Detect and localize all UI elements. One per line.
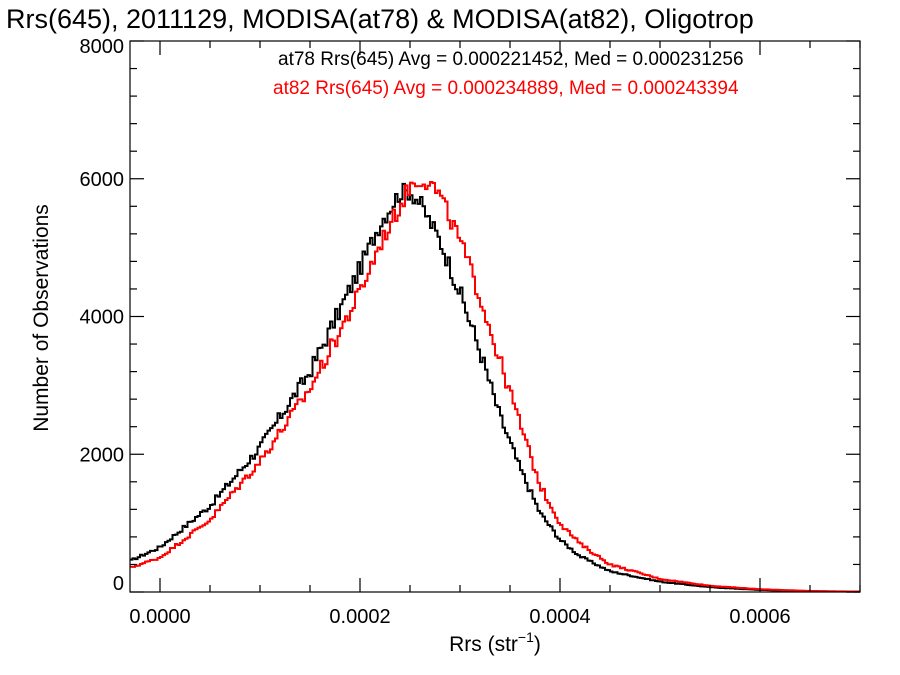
y-tick-label: 0 [113, 573, 124, 595]
x-tick-label: 0.0002 [329, 606, 390, 628]
x-axis-title-superscript: −1 [518, 629, 534, 645]
chart-title: Rrs(645), 2011129, MODISA(at78) & MODISA… [6, 4, 754, 34]
y-tick-label: 2000 [80, 444, 125, 466]
x-axis-title: Rrs (str−1) [449, 629, 541, 656]
y-axis-title: Number of Observations [30, 204, 53, 432]
legend-entry-at82: at82 Rrs(645) Avg = 0.000234889, Med = 0… [273, 78, 739, 99]
x-tick-label: 0.0004 [529, 606, 590, 628]
y-tick-label: 8000 [80, 36, 125, 58]
y-tick-label: 4000 [80, 307, 125, 329]
series-line-at82 [130, 181, 860, 593]
ticks-layer: 0 2000 4000 6000 8000 0.0000 0.0002 0.0004 0.000… [80, 36, 861, 628]
plot-area: 0 2000 4000 6000 8000 0.0000 0.0002 0.0004 0.000… [80, 36, 861, 628]
series-line-at78 [130, 182, 860, 593]
y-tick-label: 6000 [80, 169, 125, 191]
x-axis-title-main: Rrs (str [449, 633, 518, 656]
series-layer [130, 181, 860, 593]
legend: at78 Rrs(645) Avg = 0.000221452, Med = 0… [273, 49, 744, 99]
legend-entry-at78: at78 Rrs(645) Avg = 0.000221452, Med = 0… [278, 49, 744, 70]
plot-frame [129, 40, 861, 593]
x-axis-title-close: ) [534, 633, 541, 656]
x-tick-label: 0.0006 [729, 606, 790, 628]
x-tick-label: 0.0000 [129, 606, 190, 628]
